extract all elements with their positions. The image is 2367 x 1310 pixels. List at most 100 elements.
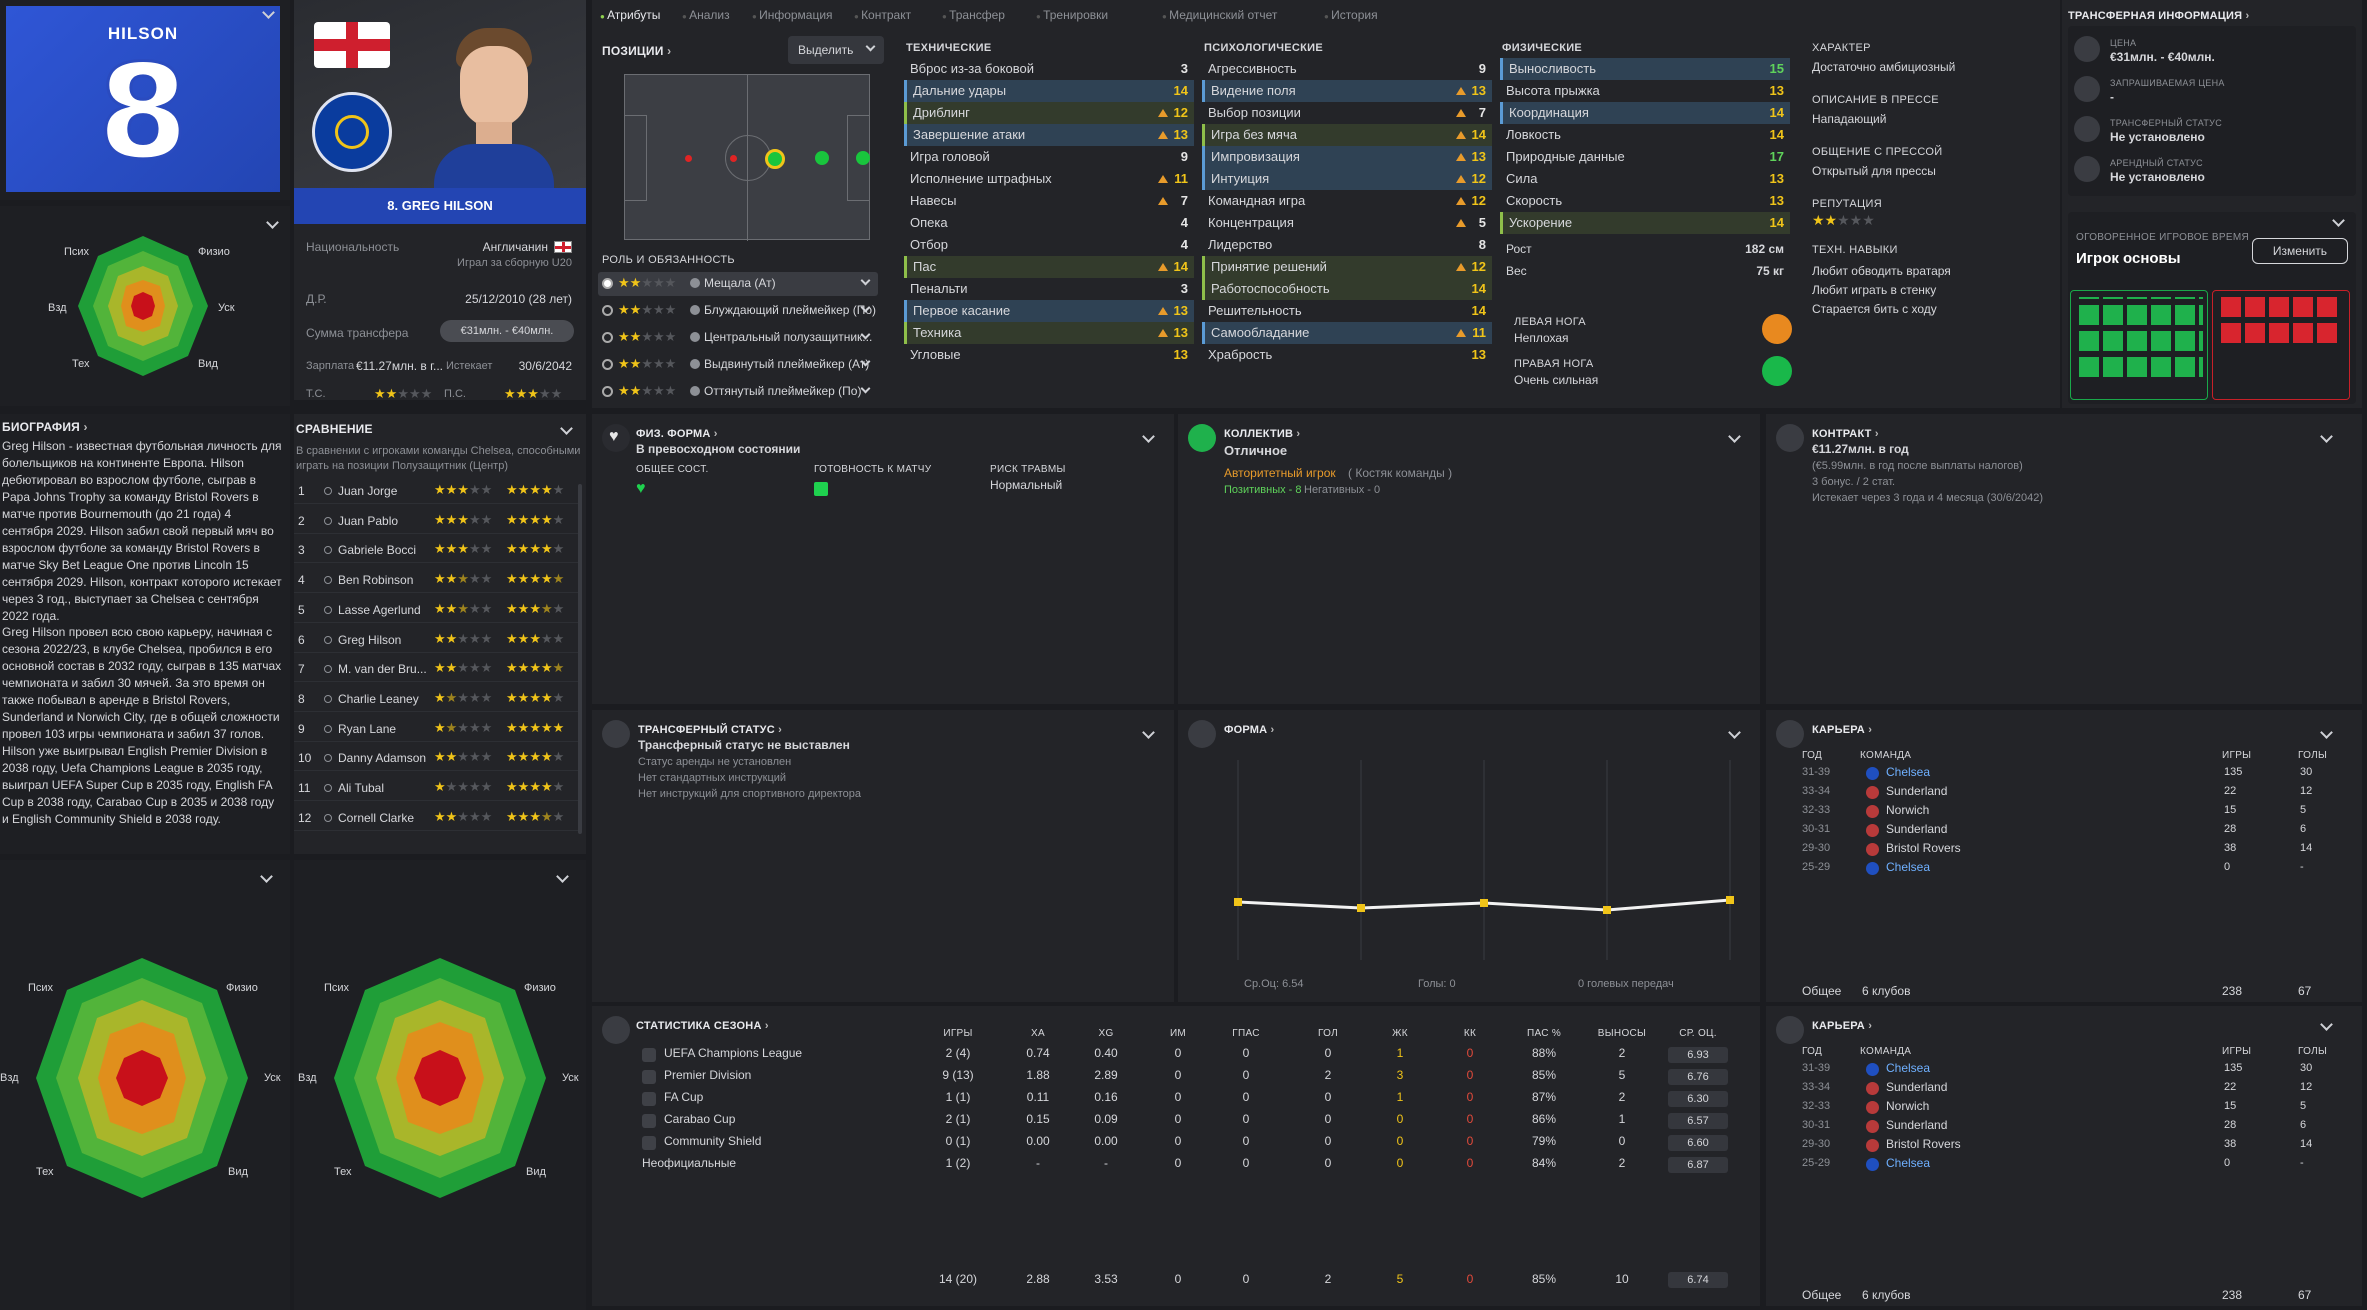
attribute-row[interactable]: Игра без мяча 14 bbox=[1202, 124, 1492, 146]
career-title[interactable]: КАРЬЕРА bbox=[1812, 724, 1872, 736]
change-button[interactable]: Изменить bbox=[2252, 238, 2348, 264]
comparison-row[interactable]: 5 Lasse Agerlund ★★★★★ ★★★★★ bbox=[294, 597, 580, 623]
role-row[interactable]: ★★★★★ Оттянутый плеймейкер (По) bbox=[598, 380, 878, 404]
comparison-row[interactable]: 9 Ryan Lane ★★★★★ ★★★★★ bbox=[294, 716, 580, 742]
transfer-sum-value[interactable]: €31млн. - €40млн. bbox=[440, 320, 574, 342]
season-stats-title[interactable]: СТАТИСТИКА СЕЗОНА bbox=[636, 1020, 769, 1032]
attribute-row[interactable]: Завершение атаки 13 bbox=[904, 124, 1194, 146]
chevron-down-icon[interactable] bbox=[860, 383, 871, 394]
comparison-row[interactable]: 3 Gabriele Bocci ★★★★★ ★★★★★ bbox=[294, 537, 580, 564]
tab-6[interactable]: Медицинский отчет bbox=[1162, 8, 1277, 22]
career-team[interactable]: Chelsea bbox=[1886, 1061, 1931, 1075]
role-radio[interactable] bbox=[602, 305, 613, 316]
attribute-row[interactable]: Дальние удары 14 bbox=[904, 80, 1194, 102]
attribute-row[interactable]: Дриблинг 12 bbox=[904, 102, 1194, 124]
attribute-row[interactable]: Координация 14 bbox=[1500, 102, 1790, 124]
form-point[interactable] bbox=[1603, 906, 1611, 914]
career-team[interactable]: Chelsea bbox=[1886, 860, 1931, 874]
attribute-row[interactable]: Интуиция 12 bbox=[1202, 168, 1492, 190]
attribute-row[interactable]: Ловкость 14 bbox=[1500, 124, 1790, 146]
attribute-row[interactable]: Командная игра 12 bbox=[1202, 190, 1492, 212]
attribute-row[interactable]: Ускорение 14 bbox=[1500, 212, 1790, 234]
attribute-row[interactable]: Концентрация 5 bbox=[1202, 212, 1492, 234]
transfer-status-title[interactable]: ТРАНСФЕРНЫЙ СТАТУС bbox=[638, 724, 782, 736]
attribute-row[interactable]: Вброс из-за боковой 3 bbox=[904, 58, 1194, 80]
chevron-down-icon[interactable] bbox=[1728, 430, 1741, 443]
tab-4[interactable]: Трансфер bbox=[942, 8, 1005, 22]
attribute-row[interactable]: Решительность 14 bbox=[1202, 300, 1492, 322]
role-row[interactable]: ★★★★★ Мещала (Ат) bbox=[598, 272, 878, 296]
stats-competition[interactable]: Carabao Cup bbox=[664, 1112, 736, 1126]
attribute-row[interactable]: Храбрость 13 bbox=[1202, 344, 1492, 366]
comparison-row[interactable]: 1 Juan Jorge ★★★★★ ★★★★★ bbox=[294, 478, 580, 504]
info-icon[interactable] bbox=[690, 278, 700, 288]
tab-0[interactable]: Атрибуты bbox=[600, 8, 660, 22]
contract-title[interactable]: КОНТРАКТ bbox=[1812, 428, 1879, 440]
attribute-row[interactable]: Опека 4 bbox=[904, 212, 1194, 234]
comparison-row[interactable]: 4 Ben Robinson ★★★★★ ★★★★★ bbox=[294, 567, 580, 594]
attribute-row[interactable]: Импровизация 13 bbox=[1202, 146, 1492, 168]
attribute-row[interactable]: Первое касание 13 bbox=[904, 300, 1194, 322]
attribute-row[interactable]: Высота прыжка 13 bbox=[1500, 80, 1790, 102]
fitness-title[interactable]: ФИЗ. ФОРМА bbox=[636, 428, 718, 440]
chevron-down-icon[interactable] bbox=[1142, 726, 1155, 739]
attribute-row[interactable]: Угловые 13 bbox=[904, 344, 1194, 366]
info-icon[interactable] bbox=[690, 305, 700, 315]
comparison-row[interactable]: 10 Danny Adamson ★★★★★ ★★★★★ bbox=[294, 745, 580, 772]
attribute-row[interactable]: Игра головой 9 bbox=[904, 146, 1194, 168]
tab-7[interactable]: История bbox=[1324, 8, 1378, 22]
stats-competition[interactable]: FA Cup bbox=[664, 1090, 704, 1104]
stats-competition[interactable]: Неофициальные bbox=[642, 1156, 737, 1170]
info-icon[interactable] bbox=[690, 386, 700, 396]
biography-title[interactable]: БИОГРАФИЯ bbox=[2, 420, 88, 434]
position-dot-cm[interactable] bbox=[730, 155, 737, 162]
role-row[interactable]: ★★★★★ Центральный полузащитник... bbox=[598, 326, 878, 350]
stats-competition[interactable]: Premier Division bbox=[664, 1068, 752, 1082]
position-dot-st[interactable] bbox=[856, 151, 870, 165]
comparison-row[interactable]: 11 Ali Tubal ★★★★★ ★★★★★ bbox=[294, 775, 580, 801]
attribute-row[interactable]: Природные данные 17 bbox=[1500, 146, 1790, 168]
attribute-row[interactable]: Выбор позиции 7 bbox=[1202, 102, 1492, 124]
comparison-row[interactable]: 12 Cornell Clarke ★★★★★ ★★★★★ bbox=[294, 805, 580, 831]
transfer-info-title[interactable]: ТРАНСФЕРНАЯ ИНФОРМАЦИЯ bbox=[2068, 10, 2249, 22]
form-point[interactable] bbox=[1234, 898, 1242, 906]
career-team[interactable]: Chelsea bbox=[1886, 1156, 1931, 1170]
comparison-row[interactable]: 7 M. van der Bru... ★★★★★ ★★★★★ bbox=[294, 656, 580, 683]
tab-3[interactable]: Контракт bbox=[854, 8, 911, 22]
comparison-row[interactable]: 6 Greg Hilson ★★★★★ ★★★★★ bbox=[294, 627, 580, 653]
stats-competition[interactable]: Community Shield bbox=[664, 1134, 762, 1148]
tab-2[interactable]: Информация bbox=[752, 8, 832, 22]
career-team[interactable]: Chelsea bbox=[1886, 765, 1931, 779]
career-title[interactable]: КАРЬЕРА bbox=[1812, 1020, 1872, 1032]
form-point[interactable] bbox=[1480, 899, 1488, 907]
tab-5[interactable]: Тренировки bbox=[1036, 8, 1108, 22]
tab-1[interactable]: Анализ bbox=[682, 8, 730, 22]
attribute-row[interactable]: Пас 14 bbox=[904, 256, 1194, 278]
chevron-down-icon[interactable] bbox=[1142, 430, 1155, 443]
chevron-down-icon[interactable] bbox=[2320, 430, 2333, 443]
role-row[interactable]: ★★★★★ Блуждающий плеймейкер (По) bbox=[598, 299, 878, 323]
form-point[interactable] bbox=[1726, 896, 1734, 904]
attribute-row[interactable]: Видение поля 13 bbox=[1202, 80, 1492, 102]
position-dot-am[interactable] bbox=[815, 151, 829, 165]
attribute-row[interactable]: Работоспособность 14 bbox=[1202, 278, 1492, 300]
attribute-row[interactable]: Исполнение штрафных 11 bbox=[904, 168, 1194, 190]
attribute-row[interactable]: Техника 13 bbox=[904, 322, 1194, 344]
info-icon[interactable] bbox=[690, 332, 700, 342]
comparison-row[interactable]: 8 Charlie Leaney ★★★★★ ★★★★★ bbox=[294, 686, 580, 712]
attribute-row[interactable]: Выносливость 15 bbox=[1500, 58, 1790, 80]
role-radio[interactable] bbox=[602, 359, 613, 370]
comparison-scrollbar[interactable] bbox=[578, 484, 582, 834]
form-point[interactable] bbox=[1357, 904, 1365, 912]
attribute-row[interactable]: Сила 13 bbox=[1500, 168, 1790, 190]
role-row[interactable]: ★★★★★ Выдвинутый плеймейкер (Ат) bbox=[598, 353, 878, 377]
attribute-row[interactable]: Лидерство 8 bbox=[1202, 234, 1492, 256]
attribute-row[interactable]: Принятие решений 12 bbox=[1202, 256, 1492, 278]
attribute-row[interactable]: Навесы 7 bbox=[904, 190, 1194, 212]
attribute-row[interactable]: Агрессивность 9 bbox=[1202, 58, 1492, 80]
info-icon[interactable] bbox=[690, 359, 700, 369]
chevron-down-icon[interactable] bbox=[560, 422, 573, 435]
role-radio[interactable] bbox=[602, 332, 613, 343]
position-dot-am-main[interactable] bbox=[765, 149, 785, 169]
form-title[interactable]: ФОРМА bbox=[1224, 724, 1274, 736]
